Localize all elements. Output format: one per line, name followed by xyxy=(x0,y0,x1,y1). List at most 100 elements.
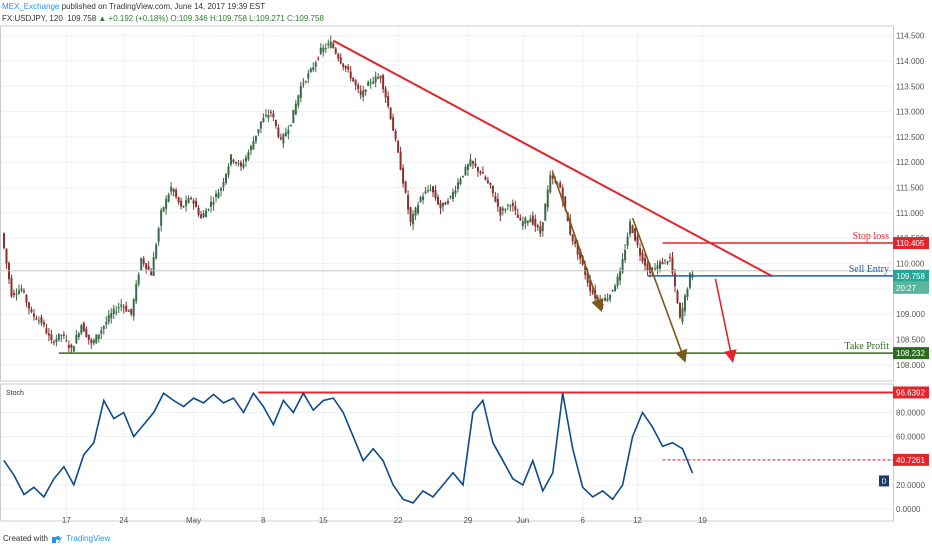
candle-body xyxy=(264,114,267,117)
stoch-point xyxy=(272,423,274,426)
candle-body xyxy=(197,208,200,215)
candle-body xyxy=(32,313,35,317)
candle-body xyxy=(302,83,305,85)
candle-body xyxy=(619,271,622,281)
candle-body xyxy=(102,326,105,330)
stoch-point xyxy=(222,402,225,404)
candle-body xyxy=(481,172,484,174)
stoch-point xyxy=(661,445,664,447)
candle-body xyxy=(349,71,352,79)
stoch-point xyxy=(422,490,424,492)
candle-body xyxy=(519,218,522,221)
axis-labels: 108.000108.500109.000109.500110.000110.5… xyxy=(62,32,929,525)
candle-body xyxy=(282,134,285,144)
candle-body xyxy=(673,273,676,287)
candle-body xyxy=(579,249,582,259)
candle-body xyxy=(202,213,205,218)
y-tick-label: 110.000 xyxy=(896,260,925,269)
stoch-point xyxy=(262,405,265,408)
candle-body xyxy=(399,151,402,170)
projection-arrow xyxy=(631,217,688,363)
stoch-point xyxy=(252,392,255,394)
stoch-point xyxy=(43,496,45,498)
candle-body xyxy=(382,75,385,90)
candle-body xyxy=(40,317,43,323)
candle-body xyxy=(190,197,193,199)
candle-body xyxy=(521,221,524,227)
candle-body xyxy=(297,95,300,106)
candle-body xyxy=(332,43,335,48)
candle-body xyxy=(180,200,183,207)
candle-body xyxy=(292,109,295,123)
interval-badge xyxy=(879,475,889,487)
candle-body xyxy=(529,218,532,223)
stoch-point xyxy=(671,442,674,444)
stoch-point xyxy=(322,399,324,402)
candle-body xyxy=(389,107,392,119)
candle-body xyxy=(72,346,75,352)
candle-body xyxy=(504,209,507,211)
candle-body xyxy=(352,77,355,82)
candle-body xyxy=(412,214,415,225)
candle-body xyxy=(616,276,619,286)
price-change: +0.192 (+0.18%) xyxy=(108,14,169,23)
candle-body xyxy=(541,222,544,232)
stop-loss-price-tag: 110.405 xyxy=(896,239,925,248)
candle-body xyxy=(227,166,230,176)
last-price: 109.758 xyxy=(67,14,97,23)
candle-body xyxy=(641,252,644,262)
stoch-point xyxy=(13,474,15,476)
candle-body xyxy=(337,54,340,59)
publisher-name[interactable]: MEX_Exchange xyxy=(2,2,60,11)
candle-body xyxy=(132,299,135,317)
stoch-point xyxy=(83,454,85,456)
candle-body xyxy=(422,196,425,200)
stoch-point xyxy=(63,466,65,468)
candle-body xyxy=(464,167,467,176)
stoch-point xyxy=(512,478,514,480)
stop-loss-label: Stop loss xyxy=(853,231,890,242)
candle-body xyxy=(207,209,210,211)
publish-info: published on TradingView.com, June 14, 2… xyxy=(61,2,266,11)
candle-body xyxy=(586,272,589,283)
candle-body xyxy=(531,215,534,225)
candle-body xyxy=(172,188,175,193)
candle-body xyxy=(574,240,577,244)
tradingview-logo-icon xyxy=(52,535,63,543)
candle-body xyxy=(110,312,113,319)
candle-body xyxy=(659,261,662,269)
candle-body xyxy=(671,257,674,274)
candle-body xyxy=(312,67,315,71)
stoch-point xyxy=(532,460,534,462)
candle-body xyxy=(614,285,617,292)
stoch-point xyxy=(332,397,334,399)
stoch-point xyxy=(482,399,484,402)
candle-body xyxy=(105,321,108,325)
x-tick-label: 17 xyxy=(62,516,71,525)
candle-body xyxy=(661,262,664,265)
candle-body xyxy=(427,190,430,192)
candle-body xyxy=(217,192,220,199)
axes xyxy=(0,25,894,522)
interval-badge-label: D xyxy=(881,478,886,485)
candle-body xyxy=(569,219,572,235)
candle-body xyxy=(362,90,365,98)
stoch-point xyxy=(691,472,694,474)
bar-countdown-tag: 20:27 xyxy=(896,284,917,293)
candle-body xyxy=(220,188,223,191)
candle-body xyxy=(272,113,275,118)
stoch-pane: Stoch xyxy=(3,390,893,504)
candle-body xyxy=(514,205,517,211)
stoch-point xyxy=(73,484,75,486)
x-tick-label: 24 xyxy=(119,516,128,525)
candle-body xyxy=(142,258,145,264)
candle-body xyxy=(177,197,180,203)
candle-body xyxy=(404,181,407,193)
candle-body xyxy=(469,159,472,167)
candle-body xyxy=(629,221,632,235)
tradingview-brand[interactable]: TradingView xyxy=(66,534,111,543)
x-tick-label: May xyxy=(186,516,201,525)
stoch-point xyxy=(382,460,384,462)
drawing-overlay: Stop loss Sell Entry Take Profit xyxy=(1,39,893,363)
